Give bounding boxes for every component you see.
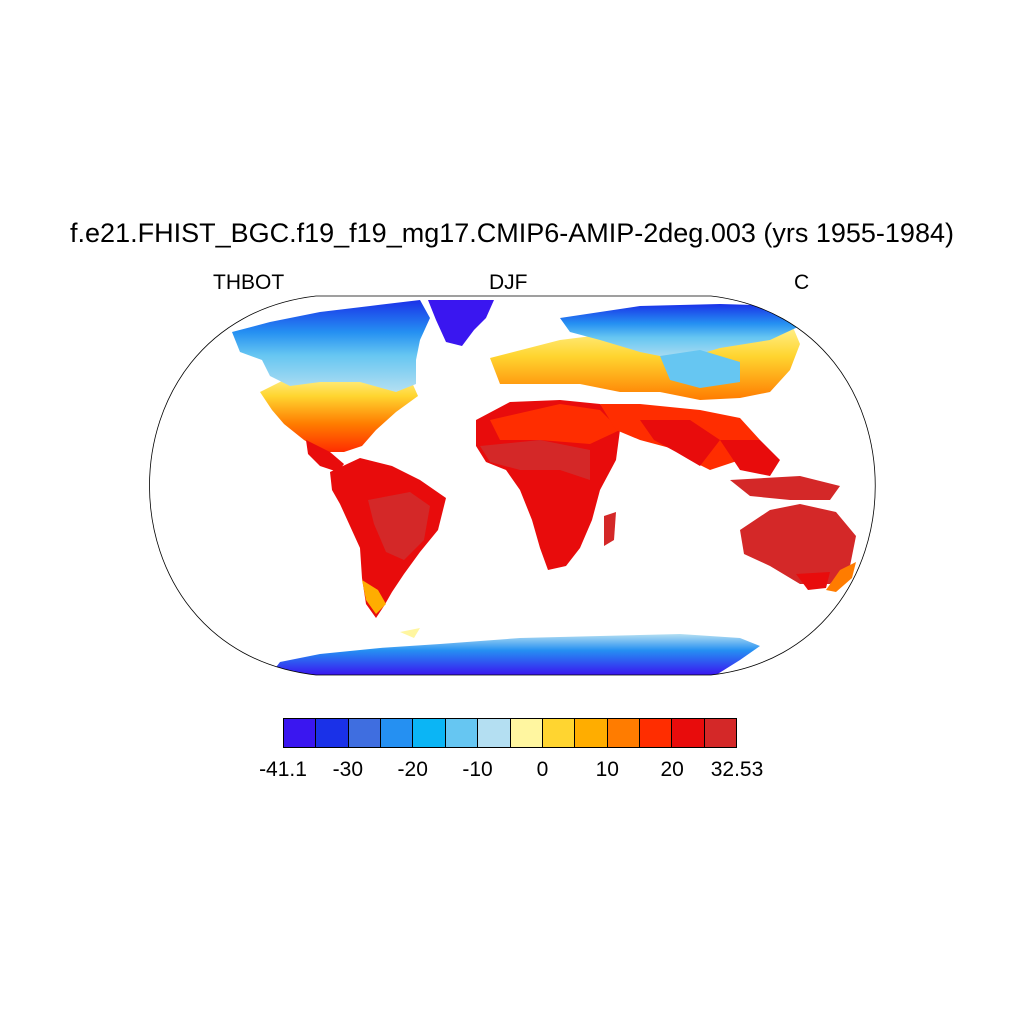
colorbar-label: -10: [462, 758, 493, 781]
colorbar-label: 32.53: [710, 758, 764, 781]
colorbar-box: [381, 719, 414, 747]
colorbar-label: -41.1: [259, 758, 307, 781]
colorbar-box: [413, 719, 446, 747]
season-label: DJF: [489, 271, 528, 294]
colorbar-label: -20: [397, 758, 428, 781]
variable-label: THBOT: [213, 271, 285, 294]
colorbar-box: [445, 719, 479, 747]
colorbar: [283, 718, 737, 748]
colorbar-box: [348, 719, 382, 747]
map-border: [149, 295, 876, 676]
colorbar-box: [510, 719, 543, 747]
colorbar-label: 10: [595, 758, 619, 781]
colorbar-box: [672, 719, 705, 747]
land-fill: [232, 300, 856, 675]
units-label: C: [794, 271, 810, 294]
colorbar-box: [607, 719, 640, 747]
colorbar-box: [639, 719, 673, 747]
colorbar-box: [542, 719, 576, 747]
colorbar-box: [478, 719, 511, 747]
colorbar-label: -30: [332, 758, 364, 781]
colorbar-label: 20: [660, 758, 684, 781]
plot-title: f.e21.FHIST_BGC.f19_f19_mg17.CMIP6-AMIP-…: [70, 218, 954, 248]
colorbar-box: [316, 719, 349, 747]
colorbar-box: [575, 719, 608, 747]
colorbar-box: [284, 719, 317, 747]
colorbar-label: 0: [536, 758, 549, 781]
colorbar-box: [704, 719, 737, 747]
